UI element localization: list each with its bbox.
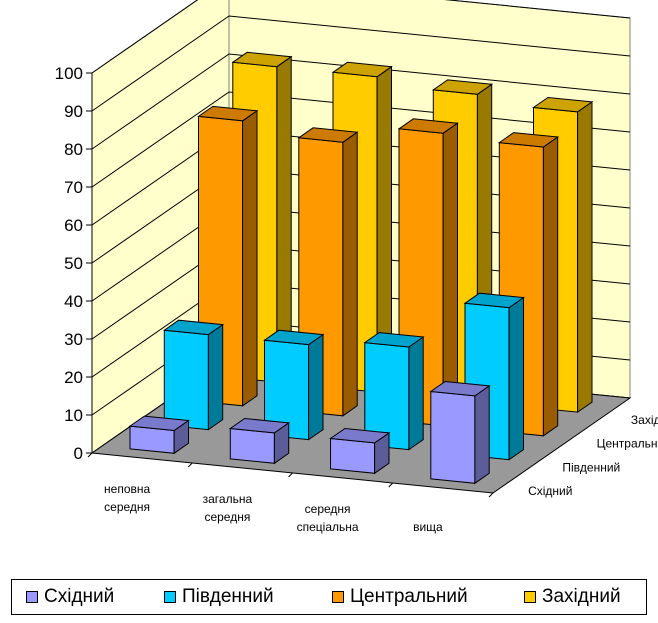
legend-swatch xyxy=(332,591,344,603)
bar xyxy=(429,380,491,485)
x-tick xyxy=(488,492,494,498)
bar-front xyxy=(229,427,275,464)
x-tick-label-line: середня xyxy=(104,500,150,514)
legend-item: Західний xyxy=(524,580,621,614)
bar-top xyxy=(231,51,293,68)
bar-top xyxy=(331,61,393,78)
y-tick-label: 80 xyxy=(64,140,83,159)
y-tick-label: 100 xyxy=(55,64,83,83)
bar xyxy=(263,329,325,441)
series-axis-label: Південний xyxy=(562,460,620,474)
bar-side xyxy=(408,336,424,451)
x-tick xyxy=(288,472,293,478)
x-tick-label-line: загальна xyxy=(203,492,253,506)
bar-top xyxy=(162,319,225,336)
gridline xyxy=(91,15,631,112)
bar-side xyxy=(474,384,490,485)
bar xyxy=(162,319,225,431)
bar-side xyxy=(242,109,258,407)
bar-side xyxy=(508,296,524,461)
x-tick-label: загальна середня xyxy=(203,492,253,524)
x-tick xyxy=(87,452,93,458)
bar xyxy=(228,417,291,465)
bar-side xyxy=(577,100,593,414)
bar-top xyxy=(497,132,560,148)
bar-top xyxy=(128,415,190,432)
bar-top xyxy=(429,380,491,397)
bar-top xyxy=(532,96,594,113)
series-axis-label: Східний xyxy=(528,484,572,498)
x-tick-label: середня спеціальна xyxy=(297,502,359,534)
legend-label: Центральний xyxy=(350,586,468,607)
y-tick-label: 0 xyxy=(74,444,83,463)
y-tick-label: 70 xyxy=(64,178,83,197)
bar-top xyxy=(329,427,391,444)
y-tick-label: 50 xyxy=(64,254,83,273)
series-axis-label: Центральний xyxy=(597,437,658,451)
bar xyxy=(128,415,190,455)
y-tick-label: 10 xyxy=(64,406,83,425)
series-axis-label: Західний xyxy=(631,413,658,427)
gridline xyxy=(91,0,631,74)
gridline xyxy=(91,91,631,188)
legend-swatch xyxy=(164,591,176,603)
bar-front xyxy=(430,390,476,484)
bar-front xyxy=(163,329,209,431)
bar-top xyxy=(197,105,259,122)
legend-swatch xyxy=(26,591,38,603)
legend-item: Східний xyxy=(26,580,114,614)
bar-side xyxy=(342,131,358,417)
legend-swatch xyxy=(524,591,536,603)
bar-side xyxy=(442,122,458,427)
bar xyxy=(329,427,391,475)
legend-label: Західний xyxy=(542,586,621,607)
bar-top xyxy=(297,127,359,143)
x-tick xyxy=(187,462,193,468)
bar-side xyxy=(308,333,324,441)
bar-top xyxy=(463,292,525,309)
x-tick-label-line: вища xyxy=(413,520,443,534)
bar xyxy=(363,332,425,451)
legend-item: Центральний xyxy=(332,580,468,614)
y-tick-label: 30 xyxy=(64,330,83,349)
bar-front xyxy=(330,437,376,474)
x-axis-labels: неповна середня загальна середня середня спец… xyxy=(104,482,443,534)
x-tick-label-line: неповна xyxy=(104,482,150,496)
gridline xyxy=(91,53,631,150)
x-tick-label-line: середня xyxy=(305,502,351,516)
bar-top xyxy=(363,332,425,348)
bars xyxy=(128,51,594,485)
y-axis: 0 10 20 30 40 50 60 70 80 90 100 xyxy=(55,64,93,463)
y-tick-label: 90 xyxy=(64,102,83,121)
series-axis-labels: Східний Південний Центральний Західний xyxy=(528,413,658,498)
bar-side xyxy=(542,136,559,437)
legend: Східний Південний Центральний Західний xyxy=(11,579,647,615)
y-tick-label: 20 xyxy=(64,368,83,387)
bar-top xyxy=(228,417,291,434)
x-tick xyxy=(388,482,394,488)
bar-top xyxy=(397,118,459,134)
legend-item: Південний xyxy=(164,580,274,614)
legend-label: Південний xyxy=(182,586,274,607)
bar-top xyxy=(431,79,494,95)
y-tick-label: 40 xyxy=(64,292,83,311)
x-tick-label: вища xyxy=(413,520,443,534)
x-tick-label-line: середня xyxy=(204,510,250,524)
legend-label: Східний xyxy=(44,586,115,607)
x-tick-label: неповна середня xyxy=(104,482,150,514)
x-tick-label-line: спеціальна xyxy=(297,520,359,534)
bar-top xyxy=(263,329,325,346)
y-tick-label: 60 xyxy=(64,216,83,235)
bar-side xyxy=(207,323,224,431)
